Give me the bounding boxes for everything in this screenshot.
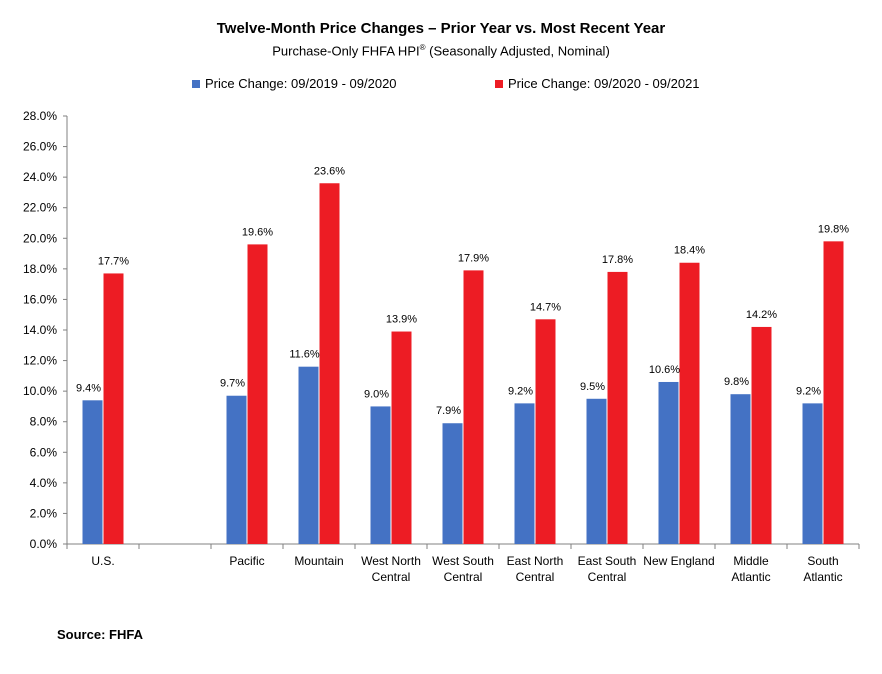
bar-series-2 — [319, 183, 340, 544]
x-category-label: Middle — [733, 554, 769, 568]
bar-series-1 — [226, 395, 247, 544]
y-tick-label: 4.0% — [30, 476, 58, 490]
bar-series-2 — [103, 273, 124, 544]
data-label-series-1: 9.0% — [364, 388, 389, 400]
data-label-series-1: 9.8% — [724, 376, 749, 388]
y-tick-label: 8.0% — [30, 415, 58, 429]
subtitle-main: Purchase-Only FHFA HPI — [272, 43, 420, 59]
bar-series-2 — [463, 270, 484, 544]
y-tick-label: 24.0% — [23, 170, 57, 184]
y-tick-label: 10.0% — [23, 384, 57, 398]
bar-series-1 — [658, 381, 679, 544]
bar-chart: 0.0% 2.0% 4.0% 6.0% 8.0% 10.0% 12.0% 14.0% 16.0%… — [23, 109, 860, 584]
x-category-label: Pacific — [229, 554, 264, 568]
x-category-label: Central — [516, 570, 555, 584]
x-category-label: Mountain — [294, 554, 343, 568]
y-tick-label: 20.0% — [23, 231, 57, 245]
bar-series-1 — [370, 406, 391, 544]
source-note: Source: FHFA — [57, 627, 143, 642]
y-tick-label: 16.0% — [23, 292, 57, 306]
data-label-series-1: 9.4% — [76, 382, 101, 394]
bar-series-2 — [679, 262, 700, 544]
bar-series-1 — [802, 403, 823, 544]
data-label-series-2: 13.9% — [386, 314, 417, 326]
bar-series-2 — [391, 331, 412, 544]
y-tick-label: 12.0% — [23, 354, 57, 368]
x-category-label: Central — [588, 570, 627, 584]
data-label-series-2: 14.2% — [746, 309, 777, 321]
bar-series-1 — [730, 394, 751, 544]
x-category-label: East South — [578, 554, 637, 568]
data-label-series-2: 17.7% — [98, 255, 129, 267]
x-category-label: West North — [361, 554, 421, 568]
bar-series-1 — [298, 366, 319, 544]
x-category-label: South — [807, 554, 838, 568]
data-label-series-2: 19.8% — [818, 223, 849, 235]
x-category-label: East North — [507, 554, 564, 568]
x-category-label: West South — [432, 554, 494, 568]
bar-series-1 — [442, 423, 463, 544]
bar-series-2 — [535, 319, 556, 544]
x-category-label: New England — [643, 554, 714, 568]
data-label-series-2: 18.4% — [674, 245, 705, 257]
y-tick-label: 6.0% — [30, 445, 58, 459]
data-label-series-1: 7.9% — [436, 405, 461, 417]
bar-series-1 — [514, 403, 535, 544]
legend-item-series-2: Price Change: 09/2020 - 09/2021 — [495, 76, 700, 91]
x-category-label: Central — [372, 570, 411, 584]
y-tick-label: 18.0% — [23, 262, 57, 276]
data-label-series-1: 10.6% — [649, 364, 680, 376]
legend-label-series-2: Price Change: 09/2020 - 09/2021 — [508, 76, 700, 91]
data-label-series-2: 14.7% — [530, 301, 561, 313]
bar-series-2 — [751, 326, 772, 544]
bar-series-2 — [247, 244, 268, 544]
legend-item-series-1: Price Change: 09/2019 - 09/2020 — [192, 76, 397, 91]
legend-label-series-1: Price Change: 09/2019 - 09/2020 — [205, 76, 397, 91]
bar-series-2 — [823, 241, 844, 545]
legend-swatch-series-2 — [495, 79, 503, 88]
subtitle-registered-mark: ® — [419, 43, 426, 52]
data-label-series-1: 9.7% — [220, 378, 245, 390]
data-label-series-2: 19.6% — [242, 226, 273, 238]
y-tick-label: 28.0% — [23, 109, 57, 123]
data-label-series-1: 9.2% — [796, 385, 821, 397]
y-tick-label: 22.0% — [23, 201, 57, 215]
data-label-series-2: 17.9% — [458, 252, 489, 264]
x-category-label: Central — [444, 570, 483, 584]
data-label-series-2: 17.8% — [602, 254, 633, 266]
chart-title: Twelve-Month Price Changes – Prior Year … — [216, 20, 666, 37]
x-category-label: Atlantic — [731, 570, 770, 584]
chart-subtitle: Purchase-Only FHFA HPI® (Seasonally Adju… — [0, 43, 882, 58]
y-tick-label: 26.0% — [23, 140, 57, 154]
bar-series-2 — [607, 271, 628, 544]
x-category-label: U.S. — [91, 554, 114, 568]
bar-series-1 — [586, 398, 607, 544]
subtitle-rest: (Seasonally Adjusted, Nominal) — [425, 43, 610, 59]
data-label-series-1: 9.5% — [580, 381, 605, 393]
y-tick-label: 0.0% — [30, 537, 58, 551]
y-tick-label: 2.0% — [30, 506, 58, 520]
data-label-series-2: 23.6% — [314, 165, 345, 177]
data-label-series-1: 11.6% — [289, 349, 320, 361]
bar-series-1 — [82, 400, 103, 544]
data-label-series-1: 9.2% — [508, 385, 533, 397]
y-tick-label: 14.0% — [23, 323, 57, 337]
x-category-label: Atlantic — [803, 570, 842, 584]
legend-swatch-series-1 — [192, 79, 200, 88]
